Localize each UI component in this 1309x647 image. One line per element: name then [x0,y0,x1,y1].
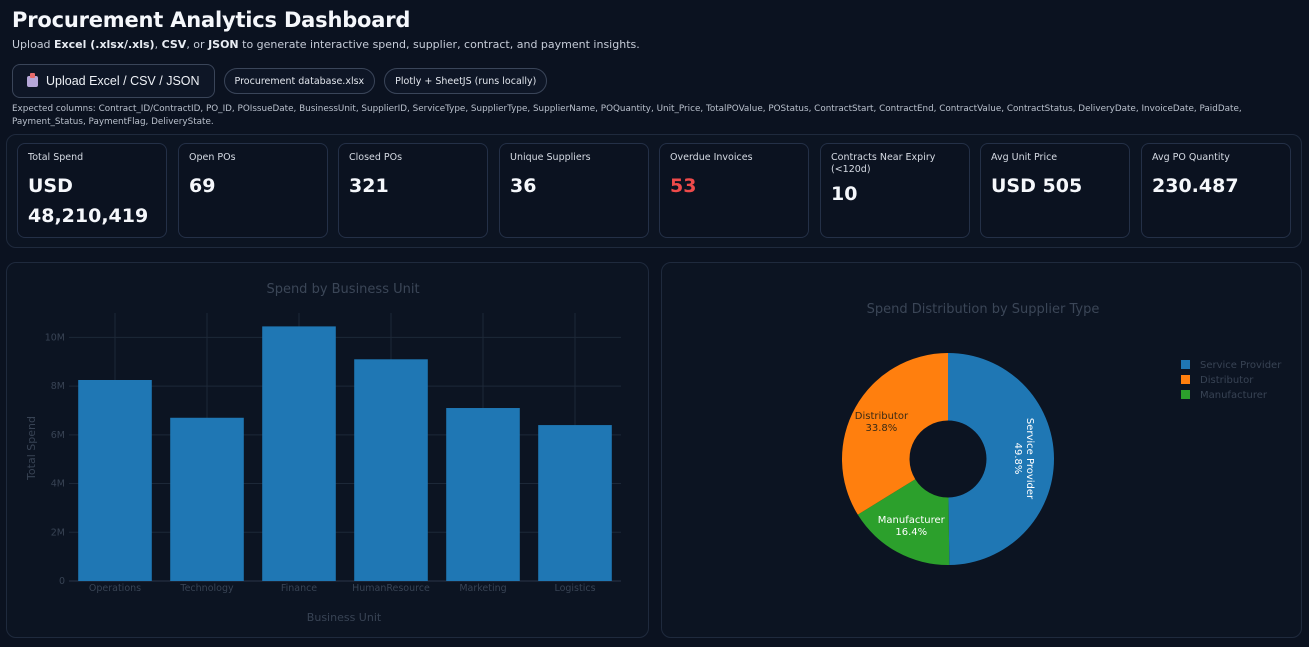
x-tick-label: Technology [179,583,234,594]
kpi-value: USD 505 [991,175,1083,197]
y-tick-label: 0 [59,576,65,587]
kpi-value: 69 [189,175,216,197]
subtitle-csv: CSV [161,38,187,51]
spend-by-business-unit-chart: Spend by Business Unit Operations Technol… [25,282,621,624]
y-tick-label: 8M [51,381,65,392]
kpi-label: Avg Unit Price [991,152,1058,163]
pie-chart-panel: Spend Distribution by Supplier Type Serv… [661,262,1302,638]
upload-button-label: Upload Excel / CSV / JSON [46,74,200,88]
bar-finance[interactable] [262,326,336,581]
y-tick-label: 2M [51,527,65,538]
kpi-label: Contracts Near Expiry (<120d) [831,152,936,175]
subtitle-excel: Excel (.xlsx/.xls) [54,38,155,51]
legend-label: Service Provider [1200,360,1282,371]
kpi-value: 53 [670,175,697,197]
slice-label-name: Distributor [855,411,909,422]
package-icon [27,72,38,87]
y-axis-title: Total Spend [25,416,38,481]
subtitle-text-4: to generate interactive spend, supplier,… [238,38,640,51]
kpi-label: Total Spend [28,152,84,163]
x-tick-label: Operations [89,583,141,594]
x-tick-label: Logistics [554,583,595,594]
kpi-value: 321 [349,175,389,197]
subtitle-text-3: , or [186,38,209,51]
slice-distributor[interactable] [842,353,948,515]
x-tick-label: Marketing [459,583,506,594]
kpi-value: 230.487 [1152,175,1239,197]
bar-chart-panel: Spend by Business Unit Operations Technol… [6,262,649,638]
subtitle-text-2: , [154,38,162,51]
file-name-pill: Procurement database.xlsx [223,68,376,94]
y-tick-label: 6M [51,430,65,441]
expected-columns-text: Expected columns: Contract_ID/ContractID… [12,104,1242,127]
page-title: Procurement Analytics Dashboard [12,8,411,32]
upload-button[interactable]: Upload Excel / CSV / JSON [12,64,215,98]
slice-label-percent: 49.8% [1012,443,1023,475]
x-axis-title: Business Unit [307,611,382,624]
page-header: Procurement Analytics Dashboard Upload E… [12,8,1297,51]
chart-title: Spend Distribution by Supplier Type [867,302,1100,317]
legend-label: Distributor [1200,375,1254,386]
bar-logistics[interactable] [538,425,612,581]
kpi-card-open-pos: Open POs 69 [178,143,328,238]
kpi-card-avg-unit-price: Avg Unit Price USD 505 [980,143,1130,238]
legend-item[interactable]: Manufacturer [1181,390,1268,401]
slice-label-name: Manufacturer [878,515,946,526]
kpi-card-contracts-near-expiry: Contracts Near Expiry (<120d) 10 [820,143,970,238]
legend-swatch [1181,390,1190,399]
kpi-row: Total Spend USD 48,210,419 Open POs 69 C… [6,134,1302,248]
legend-swatch [1181,360,1190,369]
kpi-card-overdue-invoices: Overdue Invoices 53 [659,143,809,238]
page-subtitle: Upload Excel (.xlsx/.xls), CSV, or JSON … [12,38,1297,51]
library-pill: Plotly + SheetJS (runs locally) [384,68,548,94]
kpi-card-total-spend: Total Spend USD 48,210,419 [17,143,167,238]
kpi-label: Closed POs [349,152,403,163]
kpi-label: Open POs [189,152,236,163]
chart-title: Spend by Business Unit [266,282,419,297]
bar-humanresource[interactable] [354,359,428,581]
kpi-value: 10 [831,183,858,205]
kpi-card-closed-pos: Closed POs 321 [338,143,488,238]
legend-swatch [1181,375,1190,384]
legend-item[interactable]: Distributor [1181,375,1254,386]
x-tick-label: HumanResource [352,583,430,594]
action-bar: Upload Excel / CSV / JSON Procurement da… [12,64,548,98]
subtitle-json: JSON [208,38,239,51]
subtitle-text-1: Upload [12,38,55,51]
kpi-label: Overdue Invoices [670,152,753,163]
kpi-value: 36 [510,175,537,197]
bar-marketing[interactable] [446,408,520,581]
kpi-card-unique-suppliers: Unique Suppliers 36 [499,143,649,238]
legend-item[interactable]: Service Provider [1181,360,1282,371]
kpi-value: USD 48,210,419 [28,175,149,227]
kpi-label: Avg PO Quantity [1152,152,1230,163]
bar-technology[interactable] [170,417,244,581]
kpi-label: Unique Suppliers [510,152,591,163]
kpi-card-avg-po-quantity: Avg PO Quantity 230.487 [1141,143,1291,238]
slice-manufacturer[interactable] [857,479,950,565]
y-tick-label: 4M [51,479,65,490]
legend-label: Manufacturer [1200,390,1268,401]
spend-distribution-chart: Spend Distribution by Supplier Type Serv… [842,302,1282,565]
y-tick-label: 10M [45,332,65,343]
slice-label-name: Service Provider [1024,418,1035,500]
slice-label-percent: 16.4% [895,527,927,538]
slice-label-percent: 33.8% [866,423,898,434]
bar-operations[interactable] [78,380,152,581]
x-tick-label: Finance [281,583,317,594]
slice-service-provider[interactable] [948,353,1055,565]
